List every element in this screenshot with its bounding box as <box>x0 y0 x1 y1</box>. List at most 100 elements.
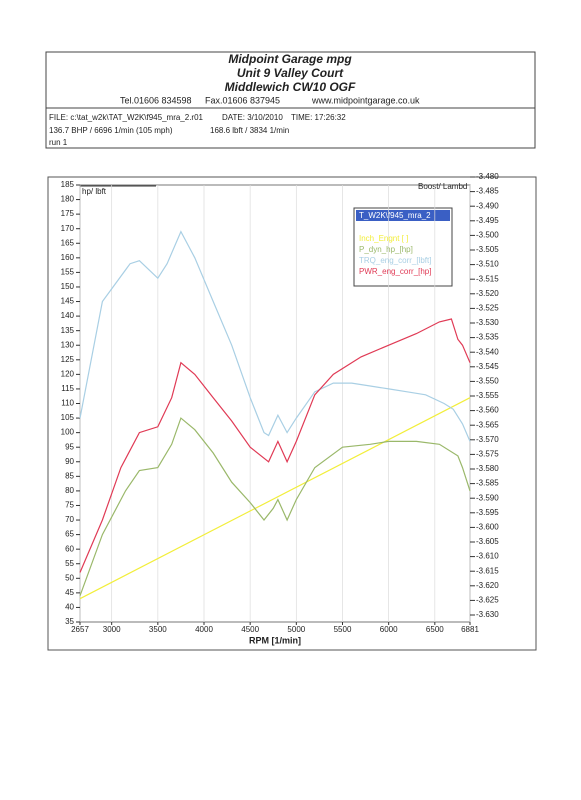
y-tick-label: 170 <box>61 224 75 233</box>
header-address: Unit 9 Valley Court <box>237 66 344 80</box>
y-tick-label: 50 <box>65 573 74 582</box>
y2-tick-label: -3.630 <box>476 610 499 619</box>
y2-tick-label: -3.610 <box>476 552 499 561</box>
y2-tick-label: -3.560 <box>476 406 499 415</box>
y2-tick-label: -3.590 <box>476 493 499 502</box>
run: run 1 <box>49 138 68 147</box>
y-tick-label: 120 <box>61 369 75 378</box>
y-tick-label: 130 <box>61 340 75 349</box>
y2-tick-label: -3.575 <box>476 450 499 459</box>
y2-tick-label: -3.585 <box>476 479 499 488</box>
y-tick-label: 140 <box>61 311 75 320</box>
legend-entry: P_dyn_hp_[hp] <box>359 245 413 254</box>
peak-power: 136.7 BHP / 6696 1/min (105 mph) <box>49 126 173 135</box>
y2-tick-label: -3.525 <box>476 304 499 313</box>
series-line <box>79 230 471 442</box>
series-line <box>79 417 471 597</box>
y2-tick-label: -3.530 <box>476 318 499 327</box>
y-tick-label: 90 <box>65 457 74 466</box>
y-tick-label: 35 <box>65 617 74 626</box>
y-tick-label: 145 <box>61 297 75 306</box>
peak-torque: 168.6 lbft / 3834 1/min <box>210 126 289 135</box>
y-tick-label: 95 <box>65 442 74 451</box>
y-tick-label: 165 <box>61 238 75 247</box>
y-tick-label: 175 <box>61 209 75 218</box>
y2-tick-label: -3.595 <box>476 508 499 517</box>
date: DATE: 3/10/2010 <box>222 113 283 122</box>
series-line <box>79 318 471 573</box>
x-tick-label: 4500 <box>241 625 259 634</box>
y2-tick-label: -3.615 <box>476 566 499 575</box>
header-fax: Fax.01606 837945 <box>205 95 280 105</box>
x-tick-label: 6881 <box>461 625 479 634</box>
y2-tick-label: -3.535 <box>476 333 499 342</box>
y2-tick-label: -3.545 <box>476 362 499 371</box>
y2-tick-label: -3.500 <box>476 231 499 240</box>
y2-tick-label: -3.565 <box>476 420 499 429</box>
header-box <box>45 51 536 149</box>
x-tick-label: 6000 <box>380 625 398 634</box>
header-address: Middlewich CW10 OGF <box>225 80 356 94</box>
x-axis-label: RPM [1/min] <box>249 635 301 645</box>
x-tick-label: 5000 <box>287 625 305 634</box>
y2-tick-label: -3.515 <box>476 274 499 283</box>
x-tick-label: 6500 <box>426 625 444 634</box>
y-tick-label: 160 <box>61 253 75 262</box>
y2-tick-label: -3.485 <box>476 187 499 196</box>
y-tick-label: 185 <box>61 180 75 189</box>
y2-tick-label: -3.495 <box>476 216 499 225</box>
legend-title-bg <box>356 210 450 221</box>
y-tick-label: 80 <box>65 486 74 495</box>
x-tick-label: 2657 <box>71 625 89 634</box>
header-web: www.midpointgarage.co.uk <box>311 95 420 105</box>
y-tick-label: 65 <box>65 530 74 539</box>
y-tick-label: 125 <box>61 355 75 364</box>
y2-tick-label: -3.540 <box>476 347 499 356</box>
x-tick-label: 5500 <box>334 625 352 634</box>
x-tick-label: 4000 <box>195 625 213 634</box>
y-tick-label: 100 <box>61 428 75 437</box>
y-tick-label: 155 <box>61 268 75 277</box>
y-tick-label: 150 <box>61 282 75 291</box>
y2-tick-label: -3.625 <box>476 596 499 605</box>
y2-tick-label: -3.620 <box>476 581 499 590</box>
y-tick-label: 85 <box>65 471 74 480</box>
y-tick-label: 135 <box>61 326 75 335</box>
y2-tick-label: -3.555 <box>476 391 499 400</box>
y-tick-label: 55 <box>65 559 74 568</box>
x-tick-label: 3500 <box>149 625 167 634</box>
y-tick-label: 70 <box>65 515 74 524</box>
time: TIME: 17:26:32 <box>291 113 346 122</box>
y-tick-label: 40 <box>65 603 74 612</box>
y2-tick-label: -3.510 <box>476 260 499 269</box>
chart-frame <box>47 176 537 651</box>
y-tick-label: 110 <box>61 399 74 408</box>
x-tick-label: 3000 <box>103 625 121 634</box>
header-name: Midpoint Garage mpg <box>228 52 352 66</box>
y-tick-label: 180 <box>61 195 75 204</box>
y-tick-label: 105 <box>61 413 75 422</box>
y2-tick-label: -3.600 <box>476 523 499 532</box>
y2-tick-label: -3.490 <box>476 201 499 210</box>
y-tick-label: 115 <box>61 384 74 393</box>
y2-axis-label: Boost/ Lambd <box>418 182 467 191</box>
y2-tick-label: -3.520 <box>476 289 499 298</box>
file: FILE: c:\tat_w2k\TAT_W2K\f945_mra_2.r01 <box>49 113 204 122</box>
legend-entry: Inch_Engnt [ ] <box>359 234 408 243</box>
legend-entry: TRQ_eng_corr_[lbft] <box>359 256 431 265</box>
legend-entry: PWR_eng_corr_[hp] <box>359 267 431 276</box>
y2-tick-label: -3.505 <box>476 245 499 254</box>
y2-tick-label: -3.605 <box>476 537 499 546</box>
header-tel: Tel.01606 834598 <box>120 95 192 105</box>
y2-tick-label: -3.550 <box>476 377 499 386</box>
series-line <box>79 397 471 600</box>
y2-tick-label: -3.580 <box>476 464 499 473</box>
y-tick-label: 45 <box>65 588 74 597</box>
y-tick-label: 75 <box>65 501 74 510</box>
y2-tick-label: -3.480 <box>476 172 499 181</box>
y-tick-label: 60 <box>65 544 74 553</box>
legend-title: T_W2K\f945_mra_2 <box>359 211 431 220</box>
y-axis-label: hp/ lbft <box>82 187 107 196</box>
